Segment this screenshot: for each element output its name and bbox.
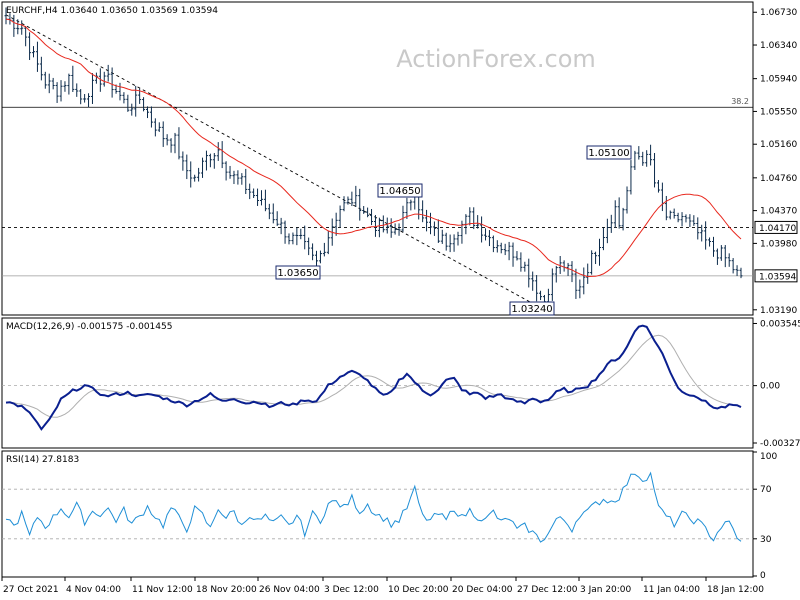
rsi-tick-label: 30	[760, 535, 772, 545]
rsi-header: RSI(14) 27.8183	[6, 455, 79, 465]
annotation-box-1.04650	[377, 183, 423, 198]
x-tick-label: 27 Dec 12:00	[517, 585, 578, 595]
price-panel	[1, 1, 754, 316]
annotation-label: 1.04650	[379, 186, 420, 197]
price-tick-label: 1.05160	[760, 140, 797, 150]
rsi-tick-label: 0	[760, 571, 766, 581]
x-tick-label: 27 Oct 2021	[3, 585, 59, 595]
price-tick-label: 1.04370	[760, 207, 797, 217]
annotation-label: 1.03650	[277, 268, 318, 279]
trendline	[5, 14, 537, 306]
price-tick-label: 1.03190	[760, 306, 797, 316]
moving-average-line	[5, 18, 742, 278]
watermark: ActionForex.com	[396, 45, 596, 73]
macd-header: MACD(12,26,9) -0.001575 -0.001455	[6, 322, 172, 332]
x-tick-label: 10 Dec 20:00	[388, 585, 449, 595]
x-tick-label: 11 Jan 04:00	[643, 585, 700, 595]
price-tick-label: 1.05940	[760, 75, 797, 85]
current-price-tag: 1.03594	[759, 272, 796, 282]
x-tick-label: 18 Jan 12:00	[707, 585, 764, 595]
x-tick-label: 3 Jan 20:00	[580, 585, 632, 595]
macd-panel	[1, 317, 754, 449]
resistance-price-tag-box	[754, 220, 798, 234]
price-tick-label: 1.03980	[760, 239, 797, 249]
x-tick-label: 11 Nov 12:00	[132, 585, 193, 595]
x-tick-label: 3 Dec 12:00	[324, 585, 379, 595]
annotation-box-1.05100	[586, 145, 632, 160]
annotation-box-1.03240	[509, 301, 555, 316]
annotation-box-1.03650	[275, 265, 321, 280]
x-tick-label: 4 Nov 04:00	[66, 585, 121, 595]
price-tick-label: 1.04760	[760, 174, 797, 184]
rsi-tick-label: 70	[760, 485, 772, 495]
price-tick-label: 1.06730	[760, 8, 797, 18]
price-tick-label: 1.05550	[760, 107, 797, 117]
x-tick-label: 26 Nov 04:00	[259, 585, 320, 595]
macd-tick-label: 0.00	[760, 382, 780, 392]
fib-level-label: 38.2	[731, 97, 749, 106]
current-price-tag-box	[754, 269, 798, 283]
macd-line	[5, 324, 742, 431]
x-tick-label: 18 Nov 20:00	[196, 585, 257, 595]
macd-tick-label: 0.003545	[760, 319, 800, 329]
x-tick-label: 20 Dec 04:00	[452, 585, 513, 595]
resistance-price-tag: 1.04170	[759, 224, 796, 234]
macd-signal-line	[5, 334, 742, 418]
macd-tick-label: -0.003272	[760, 439, 800, 449]
price-header: EURCHF,H4 1.03640 1.03650 1.03569 1.0359…	[6, 6, 218, 16]
annotation-label: 1.05100	[588, 148, 629, 159]
candles	[4, 7, 743, 310]
price-tick-label: 1.06340	[760, 41, 797, 51]
rsi-panel	[1, 450, 754, 578]
rsi-line	[5, 471, 742, 543]
annotation-label: 1.03240	[511, 304, 552, 315]
rsi-tick-label: 100	[760, 452, 777, 462]
